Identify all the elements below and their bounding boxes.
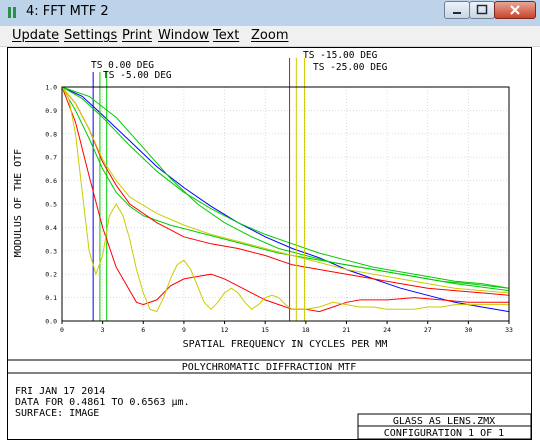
info-date: FRI JAN 17 2014 bbox=[15, 386, 105, 397]
maximize-icon bbox=[476, 4, 488, 15]
x-tick-label: 18 bbox=[302, 326, 310, 334]
mtf-curve-0 bbox=[61, 86, 510, 313]
mtf-curve-1 bbox=[61, 86, 510, 289]
minimize-icon bbox=[453, 12, 461, 14]
y-tick-label: 0.1 bbox=[45, 294, 57, 302]
menu-print[interactable]: Print bbox=[122, 28, 152, 43]
plot-title: POLYCHROMATIC DIFFRACTION MTF bbox=[182, 362, 357, 373]
x-axis-label: SPATIAL FREQUENCY IN CYCLES PER MM bbox=[183, 339, 388, 350]
mtf-curve-2 bbox=[61, 86, 510, 292]
field-label: TS -15.00 DEG bbox=[303, 50, 378, 61]
mtf-curve-5 bbox=[61, 86, 510, 296]
y-tick-label: 0.5 bbox=[45, 201, 57, 209]
x-tick-label: 12 bbox=[221, 326, 229, 334]
y-tick-label: 0.3 bbox=[45, 247, 57, 255]
menu-text[interactable]: Text bbox=[213, 28, 240, 43]
menu-update[interactable]: Update bbox=[12, 28, 60, 43]
info-wavelength: DATA FOR 0.4861 TO 0.6563 µm. bbox=[15, 397, 190, 408]
y-tick-label: 0.2 bbox=[45, 271, 57, 279]
plot-area-border bbox=[61, 86, 510, 322]
x-tick-label: 6 bbox=[141, 326, 145, 334]
x-tick-label: 9 bbox=[182, 326, 186, 334]
y-tick-label: 1.0 bbox=[45, 84, 57, 92]
field-label: TS -5.00 DEG bbox=[103, 70, 172, 81]
x-tick-label: 27 bbox=[424, 326, 432, 334]
mtf-curves bbox=[61, 58, 510, 321]
y-tick-label: 0.9 bbox=[45, 107, 57, 115]
menu-zoom[interactable]: Zoom bbox=[251, 28, 289, 43]
minimize-button[interactable] bbox=[444, 1, 470, 19]
maximize-button[interactable] bbox=[469, 1, 495, 19]
configuration-label: CONFIGURATION 1 OF 1 bbox=[384, 428, 504, 439]
y-tick-label: 0.4 bbox=[45, 224, 57, 232]
field-label: TS -25.00 DEG bbox=[313, 62, 388, 73]
y-tick-label: 0.6 bbox=[45, 177, 57, 185]
x-tick-label: 33 bbox=[505, 326, 513, 334]
file-name: GLASS_AS_LENS.ZMX bbox=[393, 416, 495, 427]
mtf-curve-7 bbox=[61, 86, 510, 294]
x-tick-label: 21 bbox=[343, 326, 351, 334]
x-tick-label: 3 bbox=[101, 326, 105, 334]
x-tick-label: 24 bbox=[383, 326, 391, 334]
app-icon bbox=[8, 7, 16, 18]
x-tick-label: 0 bbox=[60, 326, 64, 334]
y-tick-label: 0.7 bbox=[45, 154, 57, 162]
close-icon bbox=[510, 5, 520, 15]
mtf-curve-6 bbox=[61, 86, 509, 313]
mtf-curve-3 bbox=[61, 86, 510, 289]
close-button[interactable] bbox=[494, 1, 536, 19]
x-tick-label: 30 bbox=[464, 326, 472, 334]
x-tick-label: 15 bbox=[261, 326, 269, 334]
labels: 0 3 6 9 12 15 18 21 24 27 30 33 0.0 0.1 0.2 0.3 0.4 0.5 0.… bbox=[45, 50, 513, 334]
menu-bar: Update Settings Print Window Text Zoom bbox=[0, 26, 540, 47]
y-tick-label: 0.8 bbox=[45, 130, 57, 138]
info-surface: SURFACE: IMAGE bbox=[15, 408, 99, 419]
mtf-curve-4 bbox=[61, 86, 509, 313]
menu-window[interactable]: Window bbox=[158, 28, 210, 43]
window-titlebar[interactable]: 4: FFT MTF 2 bbox=[0, 0, 540, 27]
menu-settings[interactable]: Settings bbox=[64, 28, 118, 43]
y-axis-label: MODULUS OF THE OTF bbox=[13, 149, 24, 257]
mtf-plot: 0 3 6 9 12 15 18 21 24 27 30 33 0.0 0.1 0.2 0.3 0.4 0.5 0.… bbox=[8, 50, 532, 440]
window-title: 4: FFT MTF 2 bbox=[26, 4, 109, 19]
y-tick-label: 0.0 bbox=[45, 318, 57, 326]
plot-window: 0 3 6 9 12 15 18 21 24 27 30 33 0.0 0.1 0.2 0.3 0.4 0.5 0.… bbox=[7, 47, 532, 440]
field-label: TS 0.00 DEG bbox=[91, 60, 154, 71]
